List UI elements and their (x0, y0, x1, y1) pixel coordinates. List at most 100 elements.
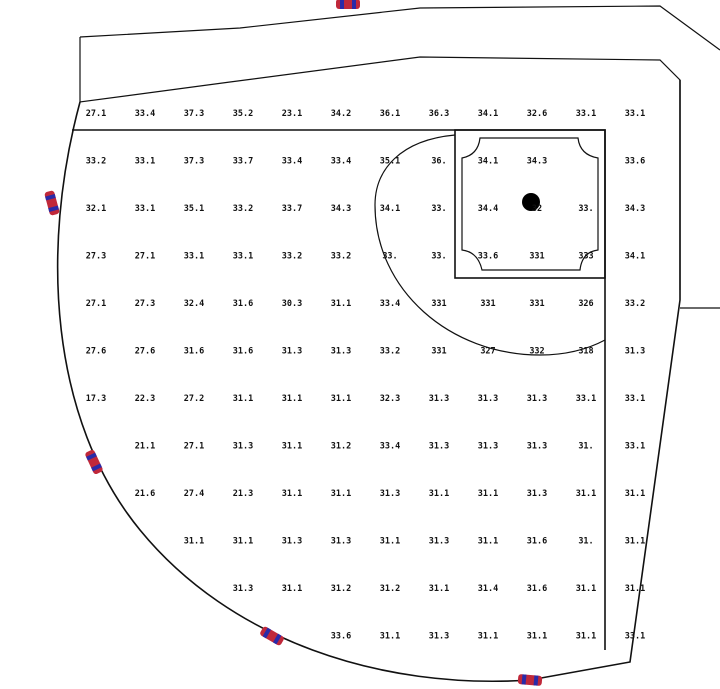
grid-cell-label: 32 (532, 204, 542, 214)
grid-cell-label: 31.3 (527, 442, 547, 452)
grid-cell-label: 31.1 (184, 537, 204, 547)
grid-cell-label: 331 (529, 299, 544, 309)
infield-inner-shape (461, 137, 599, 271)
grid-cell-label: 33.2 (331, 252, 351, 262)
ball-icon (522, 193, 540, 211)
grid-cell-label: 31.1 (331, 394, 351, 404)
grid-cell-label: 31.1 (625, 489, 645, 499)
grid-cell-label: 33.4 (380, 299, 400, 309)
grid-cell-label: 33.2 (233, 204, 253, 214)
grid-cell-label: 32.3 (380, 394, 400, 404)
grid-cell-label: 332 (529, 347, 544, 357)
player-marker-icon (85, 449, 103, 475)
player-marker-icon (260, 626, 284, 646)
grid-cell-label: 31.3 (429, 632, 449, 642)
grid-cell-label: 31.2 (380, 584, 400, 594)
grid-cell-label: 31.1 (478, 537, 498, 547)
grid-cell-label: 31.1 (233, 394, 253, 404)
grid-cell-label: 31.1 (282, 489, 302, 499)
grid-cell-label: 33.1 (576, 109, 596, 119)
grid-cell-label: 33. (431, 252, 446, 262)
grid-cell-label: 33.1 (135, 157, 155, 167)
grid-cell-label: 31.1 (331, 489, 351, 499)
grid-cell-label: 31.6 (527, 584, 547, 594)
grid-cell-label: 31.3 (429, 537, 449, 547)
grid-cell-label: 31.6 (233, 299, 253, 309)
grid-cell-label: 33.7 (233, 157, 253, 167)
grid-cell-label: 27.1 (135, 252, 155, 262)
grid-cell-label: 34.1 (478, 109, 498, 119)
grid-cell-label: 33.2 (282, 252, 302, 262)
grid-cell-label: 31.3 (429, 394, 449, 404)
grid-cell-label: 31.1 (478, 632, 498, 642)
player-marker-icon (44, 190, 60, 216)
grid-cell-label: 33.4 (135, 109, 155, 119)
grid-cell-label: 31.6 (233, 347, 253, 357)
grid-cell-label: 21.1 (135, 442, 155, 452)
grid-cell-label: 27.4 (184, 489, 204, 499)
grid-cell-label: 33.4 (380, 442, 400, 452)
grid-cell-label: 333 (578, 252, 593, 262)
grid-cell-label: 34.1 (478, 157, 498, 167)
grid-cell-label: 34.1 (625, 252, 645, 262)
grid-cell-label: 331 (431, 299, 446, 309)
grid-cell-label: 31.1 (429, 584, 449, 594)
grid-cell-label: 31. (578, 442, 593, 452)
grid-cell-label: 31.6 (527, 537, 547, 547)
grid-cell-label: 31.1 (429, 489, 449, 499)
grid-cell-label: 33.1 (625, 394, 645, 404)
grid-cell-label: 35.1 (184, 204, 204, 214)
grid-cell-label: 31.1 (625, 537, 645, 547)
grid-cell-label: 34.3 (625, 204, 645, 214)
grid-cell-label: 36. (431, 157, 446, 167)
grid-cell-label: 27.6 (135, 347, 155, 357)
grid-cell-label: 31.1 (576, 584, 596, 594)
grid-cell-label: 31.1 (282, 442, 302, 452)
grid-cell-label: 36.3 (429, 109, 449, 119)
grid-cell-label: 33.1 (233, 252, 253, 262)
grid-cell-label: 33. (578, 204, 593, 214)
grid-cell-label: 27.2 (184, 394, 204, 404)
grid-cell-label: 31.3 (282, 347, 302, 357)
grid-cell-label: 31.4 (478, 584, 498, 594)
grid-cell-label: 31.3 (527, 489, 547, 499)
grid-cell-label: 33.1 (184, 252, 204, 262)
grid-labels: 27.1 33.4 37.3 35.2 23.1 34.2 36.1 36.3 34.1 32.6… (86, 109, 645, 642)
grid-cell-label: 31.3 (331, 347, 351, 357)
grid-cell-label: 31.1 (380, 537, 400, 547)
grid-cell-label: 27.3 (135, 299, 155, 309)
grid-cell-label: 31.3 (233, 442, 253, 452)
grid-cell-label: 31.3 (625, 347, 645, 357)
grid-cell-label: 31.2 (331, 442, 351, 452)
grid-cell-label: 31.1 (331, 299, 351, 309)
grid-cell-label: 34.2 (331, 109, 351, 119)
grid-cell-label: 33.4 (331, 157, 351, 167)
grid-cell-label: 31.3 (282, 537, 302, 547)
grid-cell-label: 33. (431, 204, 446, 214)
grid-cell-label: 33.1 (625, 442, 645, 452)
grid-cell-label: 37.3 (184, 157, 204, 167)
grid-cell-label: 31.1 (233, 537, 253, 547)
grid-cell-label: 31.1 (576, 489, 596, 499)
grid-cell-label: 35.1 (380, 157, 400, 167)
grid-cell-label: 36.1 (380, 109, 400, 119)
grid-cell-label: 33.6 (331, 632, 351, 642)
grid-cell-label: 331 (480, 299, 495, 309)
grid-cell-label: 23.1 (282, 109, 302, 119)
grid-cell-label: 331 (529, 252, 544, 262)
grid-cell-label: 31.3 (380, 489, 400, 499)
grid-cell-label: 31.1 (282, 584, 302, 594)
grid-cell-label: 31.3 (429, 442, 449, 452)
grid-cell-label: 33.1 (625, 632, 645, 642)
player-marker-icon (336, 0, 360, 9)
grid-cell-label: 31.1 (282, 394, 302, 404)
grid-cell-label: 35.2 (233, 109, 253, 119)
grid-cell-label: 31.3 (478, 442, 498, 452)
grid-cell-label: 27.1 (86, 109, 106, 119)
grid-cell-label: 33.2 (625, 299, 645, 309)
grid-cell-label: 31.1 (625, 584, 645, 594)
player-marker-icon (517, 674, 543, 686)
grid-cell-label: 21.6 (135, 489, 155, 499)
grid-cell-label: 32.4 (184, 299, 204, 309)
grid-cell-label: 30.3 (282, 299, 302, 309)
